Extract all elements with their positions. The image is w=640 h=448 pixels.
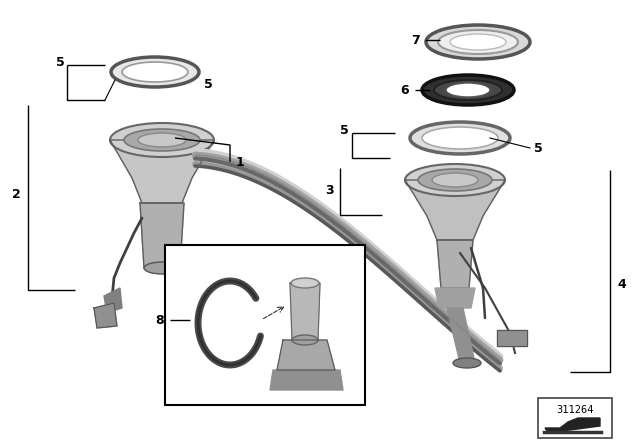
Ellipse shape	[144, 262, 180, 274]
Ellipse shape	[405, 164, 505, 196]
Ellipse shape	[124, 129, 200, 151]
Ellipse shape	[426, 25, 530, 59]
Text: 2: 2	[12, 189, 20, 202]
Text: 6: 6	[401, 83, 410, 96]
Ellipse shape	[418, 169, 492, 191]
Ellipse shape	[432, 173, 478, 187]
Ellipse shape	[291, 278, 319, 288]
Text: 311264: 311264	[556, 405, 594, 415]
Ellipse shape	[111, 57, 199, 87]
Bar	[538, 398, 612, 438]
Ellipse shape	[110, 123, 214, 157]
Polygon shape	[405, 180, 505, 240]
Polygon shape	[140, 203, 184, 268]
Polygon shape	[435, 288, 475, 308]
Ellipse shape	[422, 75, 514, 105]
Text: 5: 5	[340, 125, 348, 138]
Polygon shape	[104, 288, 122, 313]
Ellipse shape	[453, 358, 481, 368]
Text: 5: 5	[204, 78, 212, 90]
Text: 1: 1	[236, 155, 244, 168]
Polygon shape	[437, 240, 473, 288]
Ellipse shape	[446, 83, 490, 97]
Text: 7: 7	[411, 34, 419, 47]
Polygon shape	[290, 283, 320, 340]
Ellipse shape	[450, 34, 506, 50]
Polygon shape	[110, 140, 214, 203]
Text: 8: 8	[156, 314, 164, 327]
Ellipse shape	[138, 133, 186, 147]
Text: 5: 5	[56, 56, 65, 69]
Ellipse shape	[292, 335, 318, 345]
Polygon shape	[497, 330, 527, 346]
Polygon shape	[270, 370, 343, 390]
Text: 3: 3	[326, 184, 334, 197]
Text: 5: 5	[534, 142, 542, 155]
Ellipse shape	[122, 62, 188, 82]
Ellipse shape	[422, 127, 498, 149]
Text: 4: 4	[618, 279, 627, 292]
Polygon shape	[545, 418, 600, 432]
Ellipse shape	[434, 80, 502, 100]
Polygon shape	[447, 308, 475, 363]
Bar	[165, 245, 365, 405]
Ellipse shape	[438, 30, 518, 54]
Polygon shape	[277, 340, 335, 370]
Ellipse shape	[410, 122, 510, 154]
Polygon shape	[94, 303, 117, 328]
